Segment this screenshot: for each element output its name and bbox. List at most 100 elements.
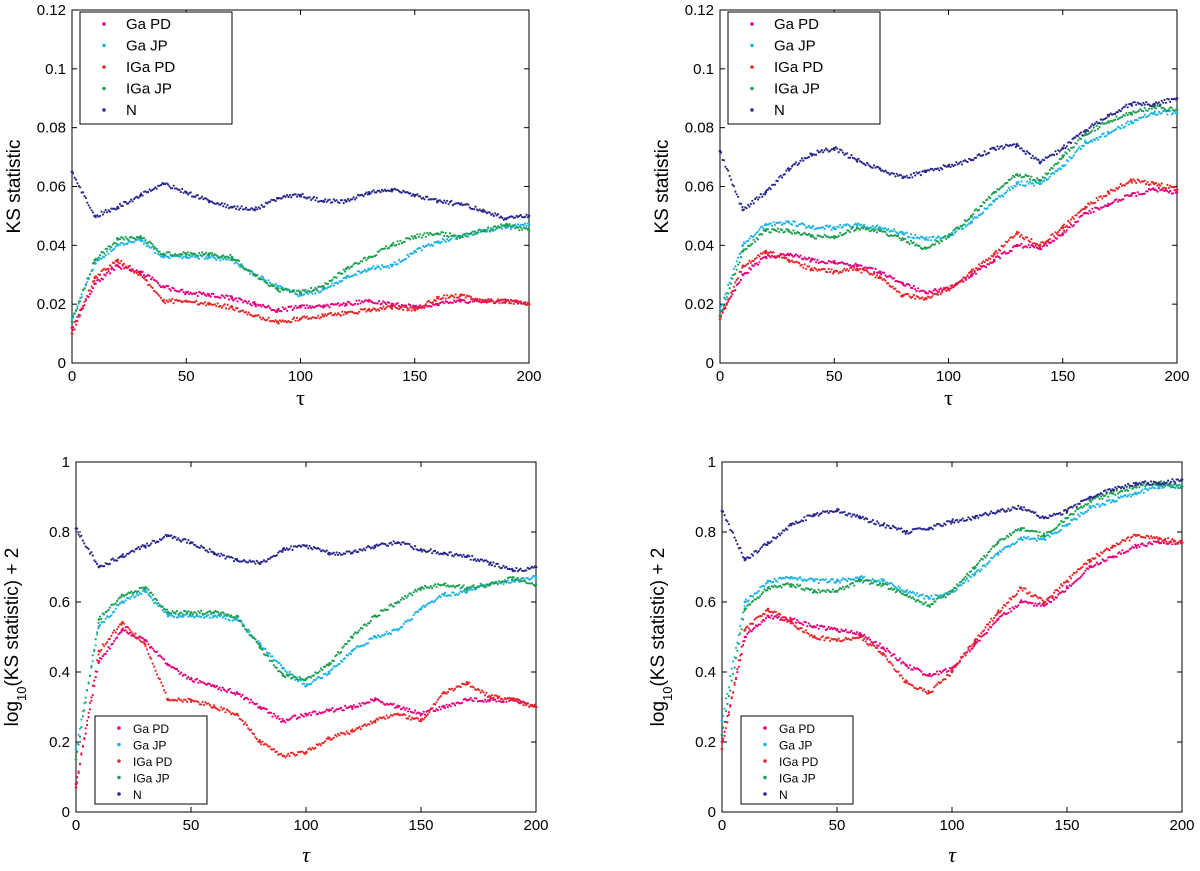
- scatter-dot: [786, 167, 789, 170]
- scatter-dot: [468, 300, 471, 304]
- scatter-dot: [1112, 201, 1115, 204]
- scatter-dot: [369, 192, 372, 195]
- scatter-dot: [887, 282, 890, 285]
- scatter-dot: [151, 662, 154, 665]
- scatter-dot: [362, 301, 365, 304]
- scatter-dot: [745, 207, 748, 210]
- scatter-dot: [351, 636, 354, 640]
- scatter-dot: [1129, 194, 1132, 198]
- scatter-dot: [1017, 144, 1020, 147]
- scatter-dot: [77, 184, 80, 188]
- scatter-dot: [1070, 141, 1073, 145]
- scatter-dot: [342, 645, 345, 648]
- scatter-dot: [463, 293, 466, 296]
- scatter-dot: [280, 197, 283, 200]
- x-tick-label: 150: [408, 817, 433, 834]
- scatter-dot: [113, 269, 116, 272]
- scatter-dot: [155, 280, 158, 283]
- scatter-dot: [471, 230, 474, 233]
- scatter-dot: [986, 207, 989, 210]
- scatter-dot: [175, 667, 179, 671]
- scatter-dot: [1082, 144, 1085, 147]
- scatter-dot: [84, 732, 87, 735]
- scatter-dot: [907, 293, 910, 296]
- scatter-dot: [93, 679, 96, 682]
- scatter-dot: [960, 280, 964, 283]
- scatter-dot: [130, 198, 133, 201]
- scatter-dot: [308, 711, 311, 714]
- scatter-dot: [94, 216, 97, 219]
- scatter-dot: [941, 240, 944, 243]
- scatter-dot: [392, 241, 395, 245]
- scatter-dot: [973, 269, 976, 273]
- scatter-dot: [444, 582, 447, 585]
- scatter-dot: [502, 583, 505, 586]
- x-tick-label: 200: [1164, 368, 1189, 385]
- scatter-dot: [400, 191, 403, 194]
- scatter-dot: [1146, 181, 1149, 184]
- scatter-dot: [1160, 112, 1163, 115]
- legend-label: Ga JP: [126, 38, 168, 55]
- scatter-dot: [1053, 164, 1056, 167]
- scatter-dot: [257, 642, 260, 646]
- scatter-dot: [320, 290, 323, 293]
- scatter-dot: [434, 583, 437, 586]
- scatter-dot: [720, 151, 723, 154]
- scatter-dot: [999, 249, 1002, 252]
- scatter-dot: [945, 237, 948, 240]
- scatter-dot: [198, 252, 201, 255]
- scatter-dot: [269, 281, 272, 284]
- scatter-dot: [518, 229, 521, 232]
- scatter-dot: [287, 288, 290, 291]
- scatter-dot: [822, 151, 825, 154]
- scatter-dot: [790, 223, 794, 226]
- scatter-dot: [83, 304, 86, 307]
- scatter-dot: [419, 304, 422, 307]
- scatter-dot: [725, 296, 728, 299]
- scatter-dot: [348, 267, 351, 270]
- scatter-dot: [482, 691, 485, 694]
- scatter-dot: [499, 215, 503, 218]
- scatter-dot: [164, 691, 167, 694]
- scatter-dot: [294, 292, 297, 295]
- scatter-dot: [737, 263, 740, 266]
- scatter-dot: [773, 223, 777, 227]
- scatter-dot: [786, 228, 789, 231]
- legend-label: Ga PD: [126, 16, 171, 33]
- scatter-dot: [237, 615, 240, 618]
- scatter-dot: [1125, 112, 1128, 115]
- scatter-dot: [127, 239, 130, 242]
- scatter-dot: [80, 718, 83, 721]
- scatter-dot: [199, 291, 202, 294]
- y-tick-label: 0: [58, 355, 66, 372]
- scatter-dot: [114, 607, 117, 610]
- scatter-dot: [76, 776, 79, 779]
- scatter-dot: [365, 310, 368, 313]
- scatter-dot: [123, 243, 126, 247]
- scatter-dot: [86, 281, 89, 284]
- scatter-dot: [168, 287, 171, 291]
- scatter-dot: [721, 311, 724, 314]
- scatter-dot: [328, 198, 331, 201]
- scatter-dot: [443, 234, 446, 238]
- scatter-dot: [247, 628, 250, 631]
- scatter-dot: [351, 265, 354, 268]
- x-tick-label: 200: [523, 817, 548, 834]
- scatter-dot: [254, 206, 257, 209]
- scatter-dot: [434, 703, 437, 706]
- scatter-dot: [864, 266, 867, 269]
- scatter-dot: [321, 313, 324, 316]
- scatter-dot: [127, 202, 130, 205]
- data-point: [230, 296, 234, 300]
- scatter-dot: [303, 315, 306, 318]
- scatter-dot: [329, 662, 333, 665]
- scatter-dot: [823, 268, 826, 271]
- scatter-dot: [261, 648, 264, 651]
- scatter-dot: [1028, 240, 1032, 243]
- scatter-dot: [365, 259, 368, 262]
- scatter-dot: [219, 296, 222, 299]
- scatter-dot: [211, 706, 214, 709]
- scatter-dot: [345, 200, 348, 203]
- scatter-dot: [358, 702, 361, 705]
- scatter-dot: [468, 206, 471, 209]
